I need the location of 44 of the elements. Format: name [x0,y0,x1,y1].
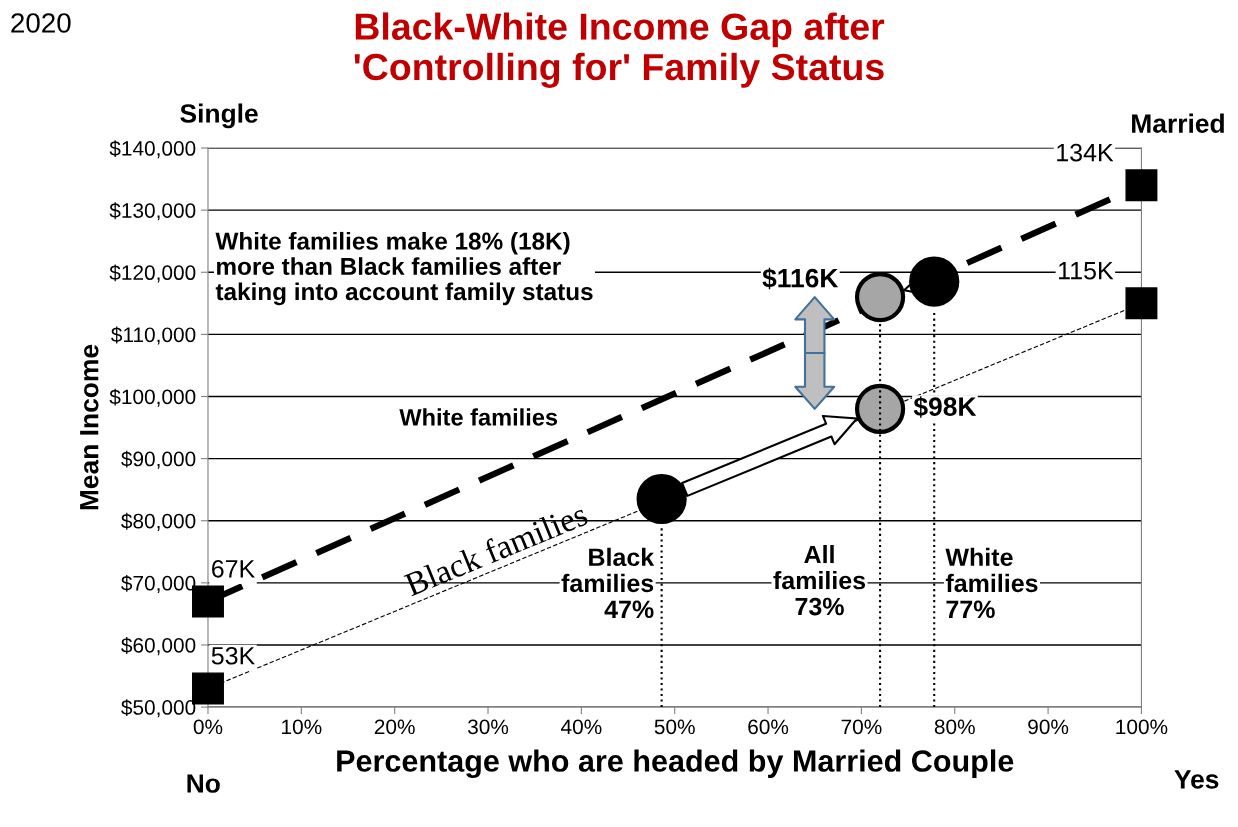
chart-title: Black-White Income Gap after 'Controlling for' Family Status [354,12,885,88]
x-axis-title: Percentage who are headed by Married Couple [337,749,1014,779]
x-tick-label: 50% [654,719,695,735]
y-tick-label: $50,000 [121,699,196,718]
annotation: White families 77% [945,547,1038,619]
annotation: 67K [212,559,255,578]
x-tick-label: 40% [561,719,602,735]
y-tick-label: $100,000 [109,388,196,407]
annotation: Black families 47% [561,547,655,619]
annotation: 115K [1059,262,1114,280]
series-label: White families [399,408,558,426]
y-axis-title: Mean Income [80,344,99,510]
x-tick-label: 70% [841,719,882,735]
annotation: $116K [762,267,839,290]
x-tick-label: 10% [282,719,322,735]
annotation: White families make 18% (18K) more than Black families after taking into account family status [215,231,593,306]
text: Single [180,103,258,129]
x-tick-label: 100% [1116,719,1168,735]
annotation: 134K [1057,143,1114,162]
x-tick-label: 90% [1028,719,1069,735]
y-tick-label: $80,000 [121,512,196,531]
annotation: $98K [913,396,977,418]
annotation: All families 73% [773,544,866,616]
y-tick-label: $130,000 [109,202,196,221]
text: Married [1132,113,1224,133]
annotation: 53K [211,646,255,665]
x-tick-label: 0% [193,719,223,735]
text: No [187,774,220,793]
x-tick-label: 30% [467,719,509,735]
text: Yes [1174,770,1219,789]
x-tick-label: 60% [748,719,789,735]
x-tick-label: 80% [934,719,975,735]
y-tick-label: $90,000 [121,450,196,469]
point [854,383,906,435]
y-tick-label: $70,000 [121,574,196,594]
y-tick-label: $140,000 [109,140,196,159]
y-tick-label: $120,000 [109,264,196,283]
y-tick-label: $110,000 [111,326,196,345]
point [1125,287,1158,320]
point [854,271,906,323]
text: 2020 [11,13,71,33]
point [1125,169,1158,202]
x-tick-label: 20% [374,719,415,735]
y-tick-label: $60,000 [121,637,196,656]
